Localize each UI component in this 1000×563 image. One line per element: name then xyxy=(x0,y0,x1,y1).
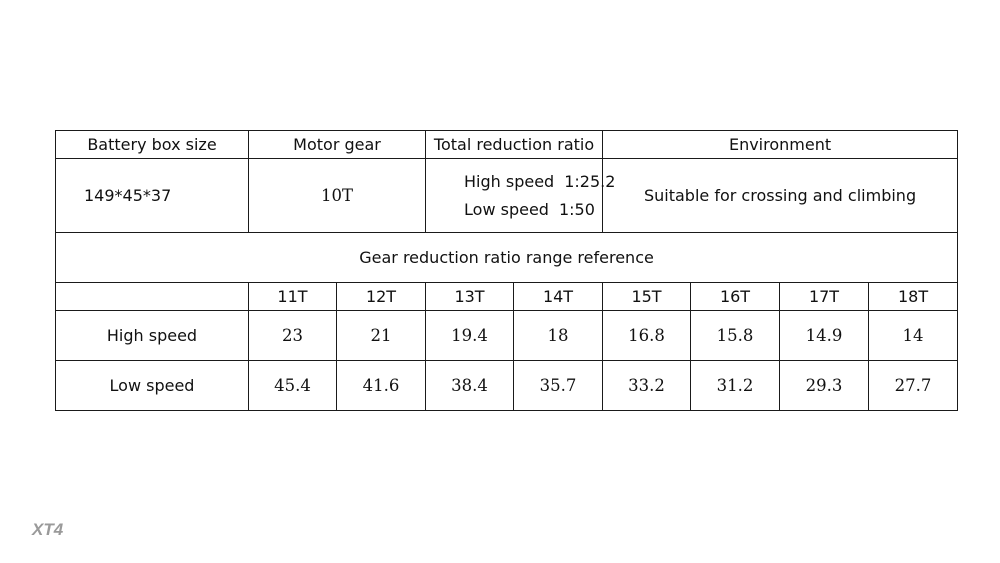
table-cell: 14.9 xyxy=(779,310,870,361)
gear-header: 18T xyxy=(868,282,959,311)
environment-header: Environment xyxy=(602,130,959,159)
table-cell: 19.4 xyxy=(425,310,515,361)
gear-header: 16T xyxy=(690,282,781,311)
reference-title-row: Gear reduction ratio range reference xyxy=(54,232,959,283)
gear-header: 12T xyxy=(335,282,427,311)
row-label: Low speed xyxy=(55,360,249,411)
table-cell: 16.8 xyxy=(602,310,692,361)
table-cell: 33.2 xyxy=(602,360,692,411)
table-cell: 21 xyxy=(335,310,427,361)
gear-header: 17T xyxy=(779,282,870,311)
gear-header: 11T xyxy=(248,282,337,311)
table-cell: 23 xyxy=(248,310,337,361)
high-speed-ratio-label: High speed xyxy=(464,172,555,192)
gear-header: 15T xyxy=(602,282,692,311)
table-cell: 29.3 xyxy=(779,360,870,411)
table-cell: 41.6 xyxy=(335,360,427,411)
table-cell: 18 xyxy=(513,310,604,361)
spec-values-row: 149*45*37 10T High speed 1:25.2 Low speed… xyxy=(55,158,959,233)
motor-gear-header: Motor gear xyxy=(247,130,427,159)
motor-gear-value: 10T xyxy=(247,158,427,233)
spec-header-row: Battery box size Motor gear Total reduct… xyxy=(55,130,959,159)
gear-header-blank xyxy=(55,282,249,311)
gear-header: 13T xyxy=(425,282,515,311)
table-row: Low speed 45.4 41.6 38.4 35.7 33.2 31.2 … xyxy=(55,360,959,411)
table-cell: 31.2 xyxy=(690,360,781,411)
watermark-label: XT4 xyxy=(32,520,64,539)
gear-header: 14T xyxy=(513,282,604,311)
gear-header-row: 11T 12T 13T 14T 15T 16T 17T 18T xyxy=(55,282,959,311)
high-speed-ratio-line: High speed 1:25.2 xyxy=(426,172,615,192)
total-reduction-ratio-header: Total reduction ratio xyxy=(425,130,604,159)
table-cell: 14 xyxy=(868,310,959,361)
table-row: High speed 23 21 19.4 18 16.8 15.8 14.9 … xyxy=(55,310,959,361)
high-speed-ratio-value: 1:25.2 xyxy=(564,172,616,192)
low-speed-ratio-line: Low speed 1:50 xyxy=(426,200,602,219)
battery-box-size-header: Battery box size xyxy=(55,130,249,159)
low-speed-ratio-label: Low speed xyxy=(464,199,549,219)
row-label: High speed xyxy=(55,310,249,361)
low-speed-ratio-value: 1:50 xyxy=(558,199,595,219)
gear-spec-table: Battery box size Motor gear Total reduct… xyxy=(54,130,959,411)
table-cell: 27.7 xyxy=(868,360,959,411)
table-cell: 38.4 xyxy=(425,360,515,411)
reference-title: Gear reduction ratio range reference xyxy=(54,232,959,283)
table-cell: 45.4 xyxy=(248,360,337,411)
table-cell: 15.8 xyxy=(690,310,781,361)
environment-value: Suitable for crossing and climbing xyxy=(602,158,959,233)
battery-box-size-value: 149*45*37 xyxy=(55,158,249,233)
table-cell: 35.7 xyxy=(513,360,604,411)
reduction-ratio-cell: High speed 1:25.2 Low speed 1:50 xyxy=(425,158,615,233)
